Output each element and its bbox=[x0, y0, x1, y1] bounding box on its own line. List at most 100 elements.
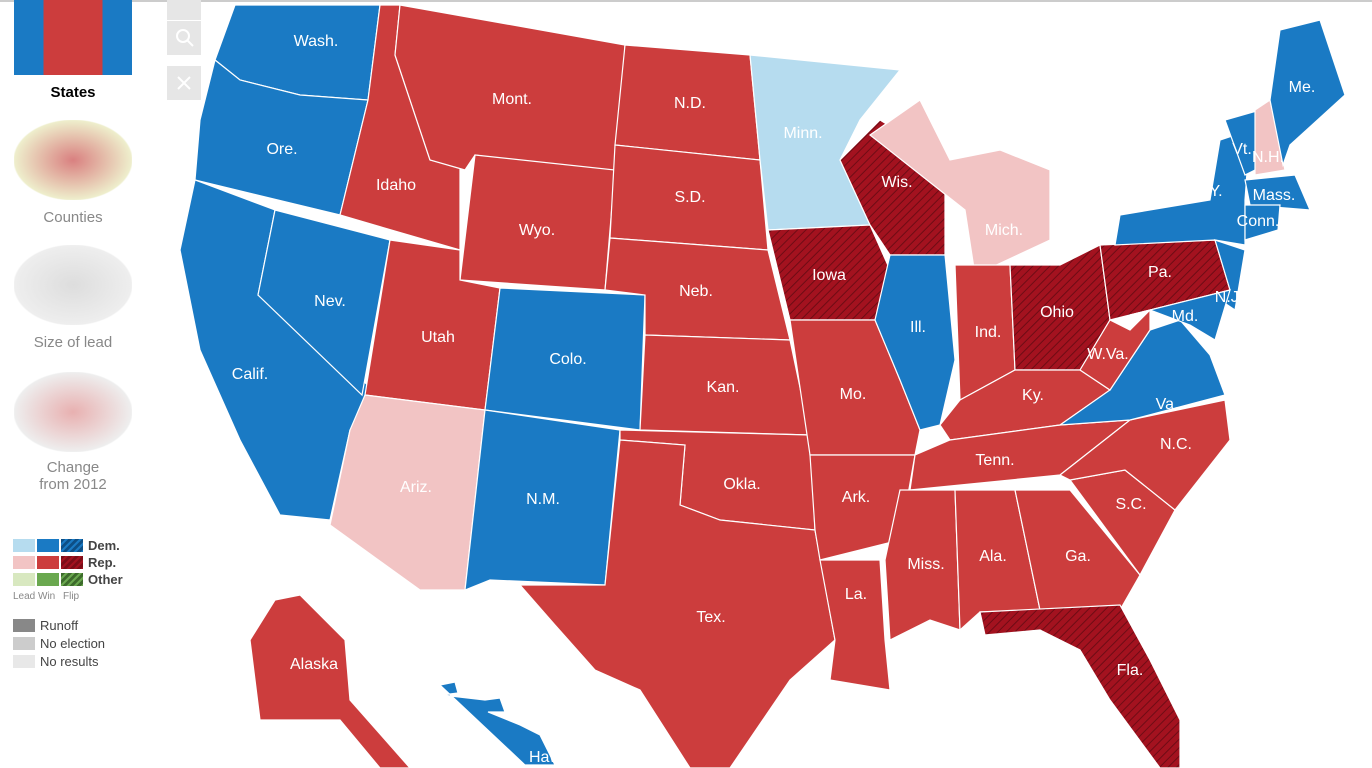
state-shape bbox=[874, 254, 956, 431]
legend-swatch bbox=[13, 655, 35, 668]
state-shape bbox=[1129, 289, 1231, 341]
legend-label: No results bbox=[40, 654, 99, 669]
state-label: Tex. bbox=[696, 609, 725, 626]
state-label: N.M. bbox=[526, 491, 560, 508]
state-label: Hawaii bbox=[529, 749, 577, 766]
state-shape bbox=[249, 594, 411, 768]
state-shape bbox=[518, 439, 836, 768]
state-label: Okla. bbox=[723, 476, 760, 493]
state-label: Pa. bbox=[1148, 264, 1172, 281]
state-shape bbox=[1244, 174, 1311, 211]
state-label: Miss. bbox=[907, 556, 944, 573]
state-label: Mich. bbox=[985, 222, 1023, 239]
legend-swatch bbox=[13, 637, 35, 650]
state-label: Mont. bbox=[492, 91, 532, 108]
state-label: Calif. bbox=[232, 366, 268, 383]
state-label: Kan. bbox=[707, 379, 740, 396]
state-label: Ark. bbox=[842, 489, 870, 506]
legend-swatch bbox=[61, 573, 83, 586]
state-shape bbox=[1244, 204, 1281, 241]
state-label: Neb. bbox=[679, 283, 713, 300]
state-label: Ky. bbox=[1022, 387, 1044, 404]
state-shape bbox=[1014, 489, 1141, 611]
state-label: Idaho bbox=[376, 177, 416, 194]
view-label[interactable]: Size of lead bbox=[33, 334, 113, 351]
state-shape bbox=[1269, 19, 1346, 168]
state-shape bbox=[1214, 239, 1246, 312]
state-label: Conn. bbox=[1237, 213, 1280, 230]
state-label: Md. bbox=[1172, 308, 1199, 325]
state-label: Iowa bbox=[812, 267, 846, 284]
state-shape bbox=[438, 681, 556, 766]
state-shape bbox=[1114, 129, 1251, 246]
state-label: Me. bbox=[1289, 79, 1316, 96]
state-label: Ill. bbox=[910, 319, 926, 336]
state-shape bbox=[394, 4, 626, 176]
legend-label: No election bbox=[40, 636, 106, 651]
state-label: N.Y. bbox=[1193, 183, 1222, 200]
reset-button[interactable] bbox=[167, 66, 201, 100]
legend-label: Runoff bbox=[40, 618, 79, 633]
state-label: Nev. bbox=[314, 293, 346, 310]
state-label: W.Va. bbox=[1087, 346, 1129, 363]
legend-swatch bbox=[13, 539, 35, 552]
state-label: Wis. bbox=[881, 174, 912, 191]
state-label: N.J. bbox=[1215, 289, 1243, 306]
state-label: Ore. bbox=[266, 141, 297, 158]
state-label: Alaska bbox=[290, 656, 338, 673]
state-shape bbox=[1058, 399, 1231, 511]
state-label: Minn. bbox=[783, 125, 822, 142]
legend-swatch bbox=[61, 556, 83, 569]
state-label: Wyo. bbox=[519, 222, 555, 239]
state-shape bbox=[1254, 99, 1286, 176]
state-label: Ala. bbox=[979, 548, 1007, 565]
state-label: S.D. bbox=[674, 189, 705, 206]
legend-swatch bbox=[37, 573, 59, 586]
state-label: Vt. bbox=[1232, 141, 1252, 158]
lead-thumbnail[interactable] bbox=[14, 245, 132, 325]
view-label[interactable]: Counties bbox=[43, 209, 103, 226]
view-label[interactable]: Change from 2012 bbox=[39, 459, 107, 493]
state-label: N.C. bbox=[1160, 436, 1192, 453]
legend-column: Flip bbox=[63, 591, 80, 602]
top-border bbox=[0, 0, 1372, 2]
change-thumbnail[interactable] bbox=[14, 372, 132, 452]
state-shape bbox=[464, 409, 621, 591]
state-label: La. bbox=[845, 586, 867, 603]
state-label: Ga. bbox=[1065, 548, 1091, 565]
state-label: Wash. bbox=[294, 33, 339, 50]
state-label: Ohio bbox=[1040, 304, 1074, 321]
state-label: Utah bbox=[421, 329, 455, 346]
state-shape bbox=[819, 559, 891, 691]
view-label[interactable]: States bbox=[50, 84, 96, 101]
state-label: Colo. bbox=[549, 351, 586, 368]
state-shape bbox=[809, 454, 916, 561]
state-shape bbox=[979, 604, 1181, 768]
state-shape bbox=[257, 209, 391, 397]
state-label: Va. bbox=[1156, 396, 1179, 413]
state-label: Tenn. bbox=[975, 452, 1014, 469]
state-shape bbox=[868, 99, 1051, 276]
state-label: Fla. bbox=[1117, 662, 1144, 679]
legend-label: Rep. bbox=[88, 555, 117, 570]
legend-label: Other bbox=[88, 572, 123, 587]
state-label: N.D. bbox=[674, 95, 706, 112]
state-label: N.H. bbox=[1252, 149, 1284, 166]
state-label: Mass. bbox=[1253, 187, 1296, 204]
zoom-in-button[interactable] bbox=[167, 0, 201, 20]
state-label: Ariz. bbox=[400, 479, 432, 496]
legend-column: Win bbox=[38, 591, 56, 602]
legend-swatch bbox=[37, 556, 59, 569]
legend-swatch bbox=[13, 619, 35, 632]
counties-thumbnail[interactable] bbox=[14, 120, 132, 200]
state-label: S.C. bbox=[1115, 496, 1146, 513]
legend-swatch bbox=[37, 539, 59, 552]
zoom-out-button[interactable] bbox=[167, 21, 201, 55]
state-label: Mo. bbox=[840, 386, 867, 403]
states-thumbnail[interactable] bbox=[14, 0, 132, 75]
state-label: Ind. bbox=[975, 324, 1002, 341]
legend-swatch bbox=[13, 556, 35, 569]
legend-column: Lead bbox=[13, 591, 36, 602]
